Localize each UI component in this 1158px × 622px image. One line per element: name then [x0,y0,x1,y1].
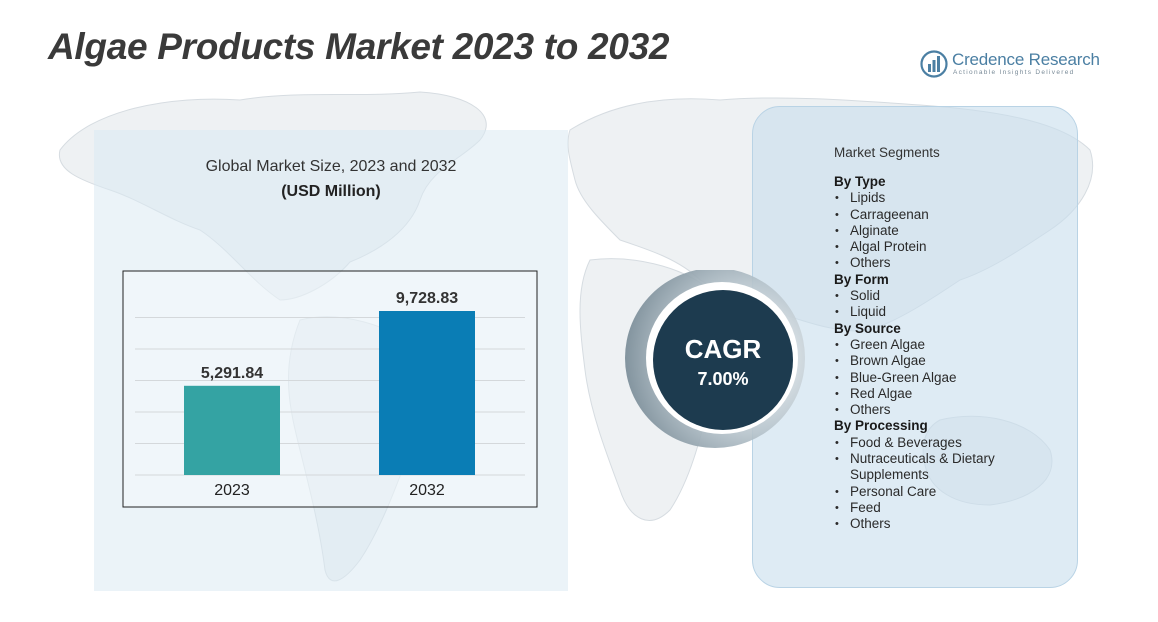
segment-item: Brown Algae [834,353,1074,370]
segment-list: LipidsCarrageenanAlginateAlgal ProteinOt… [834,190,1074,272]
cagr-badge: CAGR 7.00% [625,270,805,448]
segment-list: Green AlgaeBrown AlgaeBlue-Green AlgaeRe… [834,337,1074,419]
segment-item: Green Algae [834,337,1074,354]
segment-item: Nutraceuticals & Dietary Supplements [834,451,1074,484]
segment-item: Food & Beverages [834,435,1074,452]
segment-item: Others [834,516,1074,533]
chart-category-labels: 2023 2032 [214,482,445,499]
bar-2023 [184,385,280,475]
segment-groups: By TypeLipidsCarrageenanAlginateAlgal Pr… [834,174,1074,533]
category-label: 2023 [214,482,250,499]
segment-group-title: By Source [834,320,901,336]
segment-item: Carrageenan [834,207,1074,224]
page-title: Algae Products Market 2023 to 2032 [48,26,670,67]
segment-item: Alginate [834,223,1074,240]
bar-chart-circle-icon [920,50,948,78]
segment-group-title: By Processing [834,418,928,434]
market-segments: Market Segments By TypeLipidsCarrageenan… [834,145,1074,533]
segment-item: Liquid [834,304,1074,321]
cagr-circle [653,290,793,430]
segment-group-title: By Form [834,271,889,287]
segment-group-title: By Type [834,174,886,189]
segment-item: Red Algae [834,386,1074,403]
segment-item: Others [834,255,1074,272]
bar-value-label: 5,291.84 [201,365,263,382]
segment-list: SolidLiquid [834,288,1074,321]
segment-item: Others [834,402,1074,419]
chart-value-labels: 5,291.84 9,728.83 [201,290,458,382]
chart-title: Global Market Size, 2023 and 2032 [205,158,457,175]
bar-value-label: 9,728.83 [396,290,458,307]
segment-item: Blue-Green Algae [834,370,1074,387]
segment-item: Lipids [834,190,1074,207]
logo-name: Credence Research [952,50,1100,69]
logo-tagline: Actionable Insights Delivered [953,69,1075,76]
category-label: 2032 [409,482,445,499]
cagr-value: 7.00% [697,369,748,389]
market-size-panel [94,130,568,591]
segment-item: Algal Protein [834,239,1074,256]
segment-item: Personal Care [834,484,1074,501]
segments-heading: Market Segments [834,145,940,160]
segment-item: Solid [834,288,1074,305]
cagr-label: CAGR [685,334,762,364]
credence-research-logo: Credence Research Actionable Insights De… [920,50,1110,80]
chart-subtitle: (USD Million) [281,183,381,200]
segment-item: Feed [834,500,1074,517]
chart-bars [184,310,475,475]
segment-list: Food & BeveragesNutraceuticals & Dietary… [834,435,1074,533]
bar-2032 [379,310,475,475]
